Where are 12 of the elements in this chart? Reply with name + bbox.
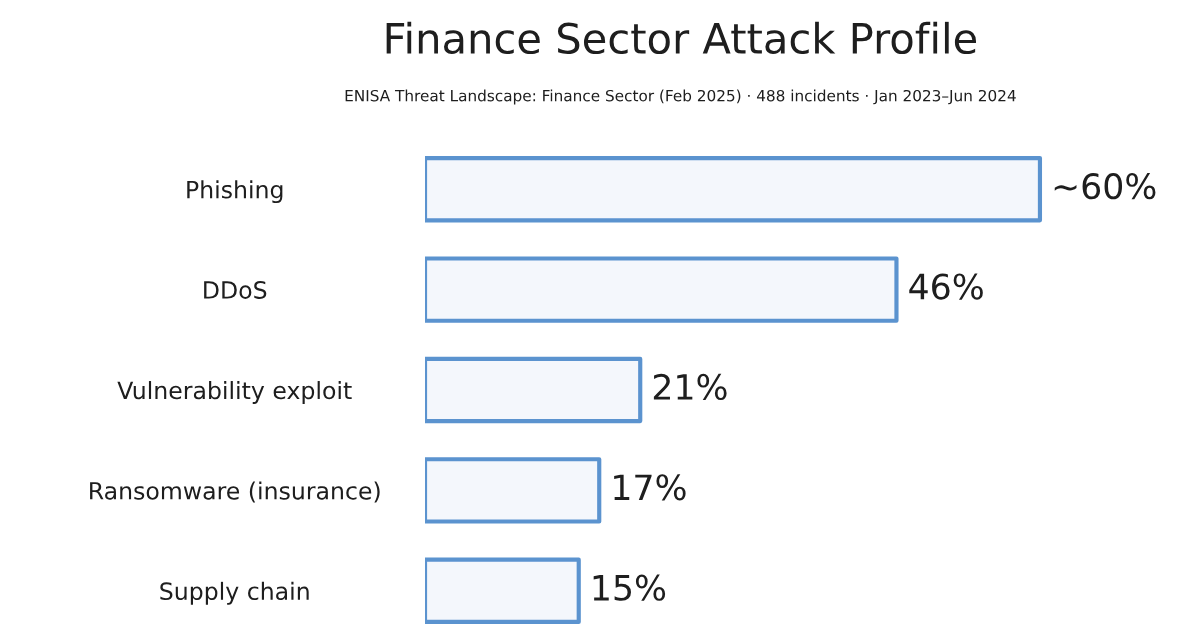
data-label: 21% <box>653 373 727 401</box>
y-tick-label: Vulnerability exploit <box>117 381 352 404</box>
y-tick-label: Supply chain <box>160 581 309 605</box>
data-label: ~60% <box>1054 173 1156 200</box>
y-tick-label: Phishing <box>187 180 283 204</box>
chart-subtitle: ENISA Threat Landscape: Finance Sector (Feb 2025) · 488 incidents · Jan 2023–Jun 2024 <box>345 89 1016 105</box>
data-label: 17% <box>614 474 686 501</box>
data-label: 46% <box>909 273 983 300</box>
chart-title: Finance Sector Attack Profile <box>386 21 977 55</box>
y-tick-label: Ransomware (insurance) <box>90 481 380 503</box>
y-tick-label: DDoS <box>204 281 267 299</box>
data-label: 15% <box>593 574 666 601</box>
